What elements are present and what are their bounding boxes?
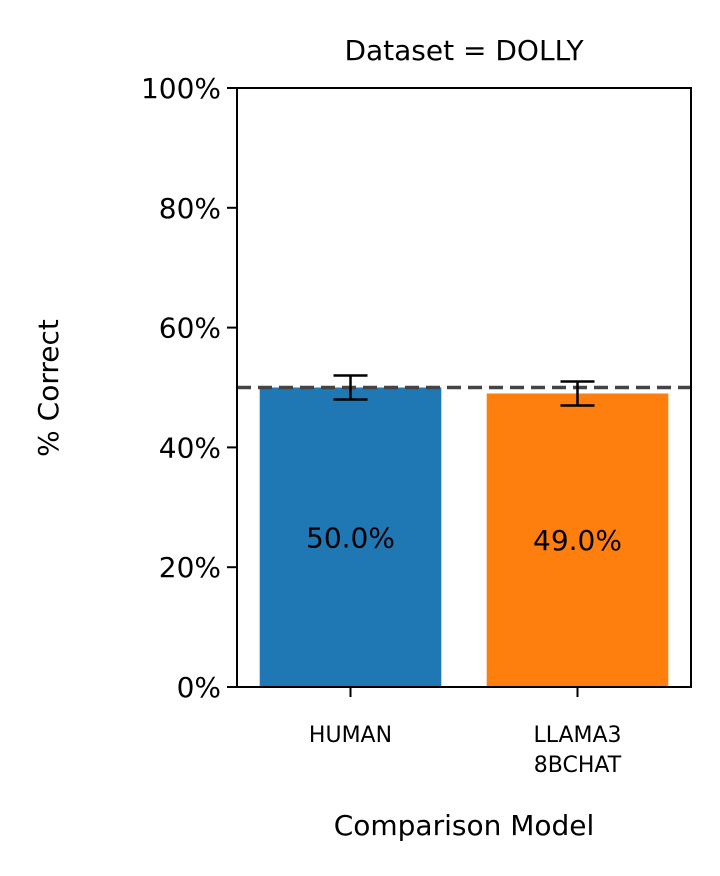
x-tick-label-1-line-1: 8BCHAT — [534, 753, 622, 778]
plot-frame — [236, 87, 692, 688]
bar-0 — [259, 387, 442, 687]
y-tick-label-4: 80% — [159, 192, 221, 225]
y-axis-label: % Correct — [32, 319, 65, 457]
x-axis-label: Comparison Model — [334, 809, 595, 842]
bar-1 — [486, 393, 669, 687]
x-tick-label-1-line-0: LLAMA3 — [533, 723, 621, 748]
y-tick-label-2: 40% — [159, 431, 221, 464]
y-tick-label-3: 60% — [159, 312, 221, 345]
y-tick-label-5: 100% — [141, 72, 221, 105]
plot-area: 50.0% 49.0% 0% 20% 40% 60% 80% 100% HUMAN LLAMA3 8… — [141, 72, 692, 778]
value-label-0: 50.0% — [306, 521, 395, 554]
x-tick-label-0: HUMAN — [309, 723, 392, 748]
y-tick-label-0: 0% — [177, 671, 221, 704]
value-label-1: 49.0% — [533, 524, 622, 557]
y-tick-label-1: 20% — [159, 551, 221, 584]
chart-title: Dataset = DOLLY — [344, 34, 584, 67]
